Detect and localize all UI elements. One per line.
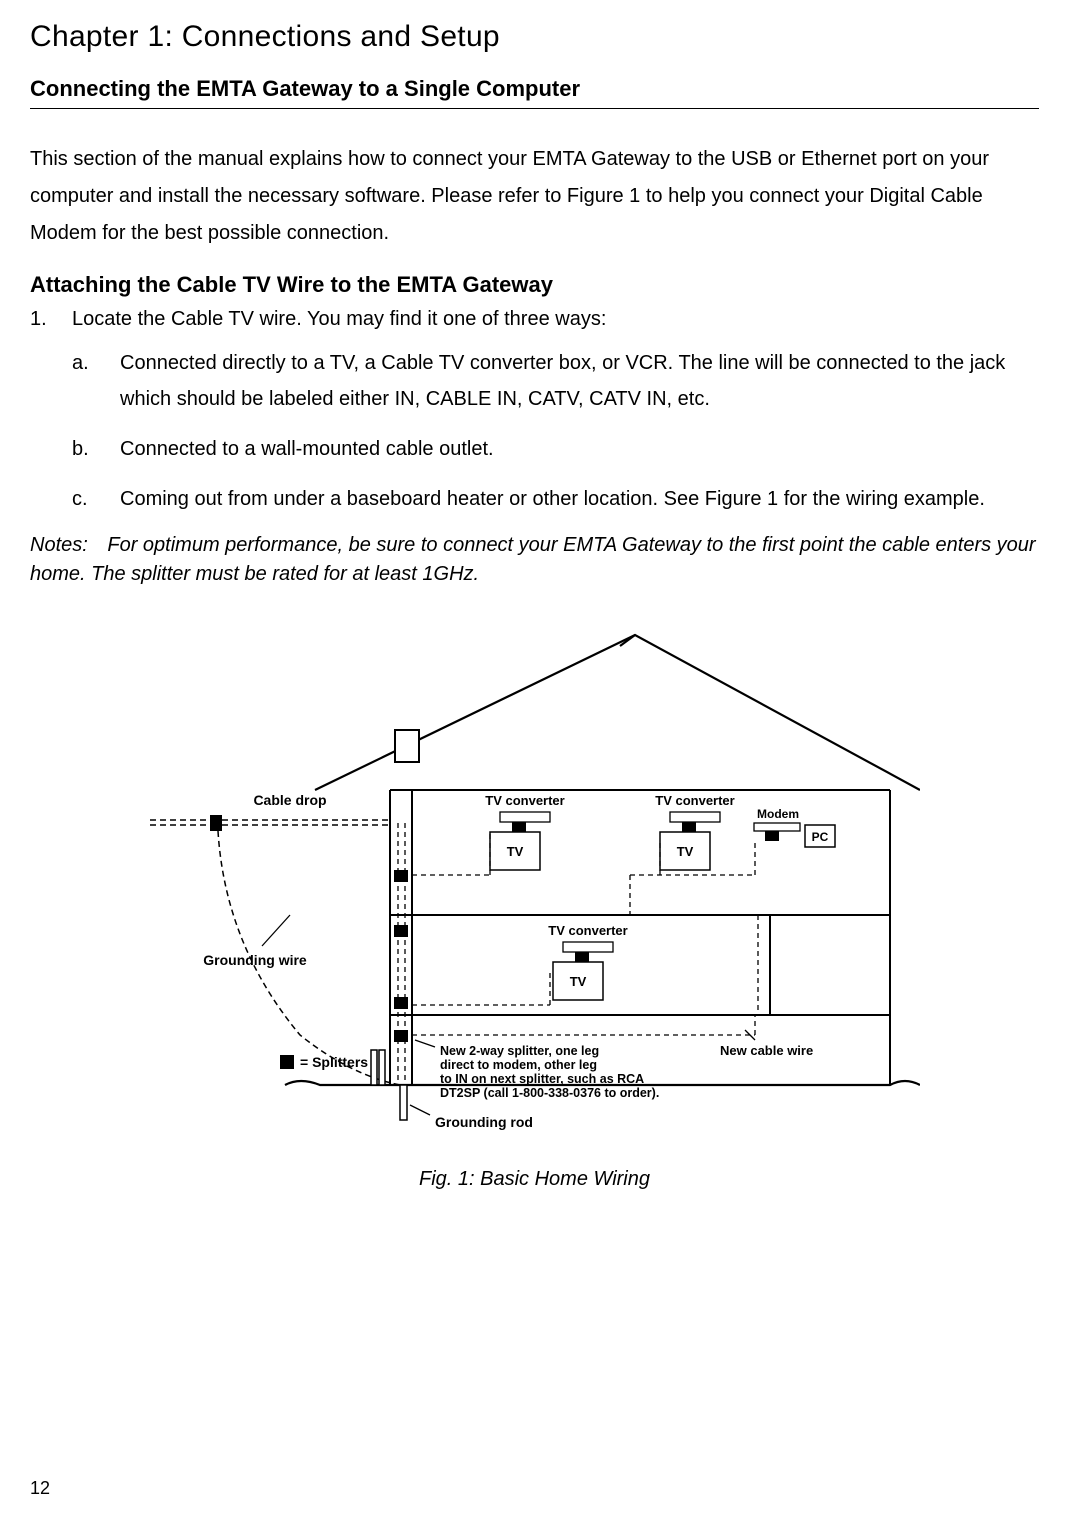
- splitter-note-l2: direct to modem, other leg: [440, 1058, 597, 1072]
- tv-converter-label: TV converter: [655, 793, 734, 808]
- splitter-note-l4: DT2SP (call 1-800-338-0376 to order).: [440, 1086, 659, 1100]
- sub-text: Connected to a wall-mounted cable outlet…: [120, 431, 1039, 467]
- tv-label: TV: [506, 844, 523, 859]
- sub-letter: b.: [72, 431, 120, 467]
- modem-label: Modem: [757, 807, 799, 821]
- tv-converter-label: TV converter: [485, 793, 564, 808]
- tv-converter-label: TV converter: [548, 923, 627, 938]
- subsection-title: Attaching the Cable TV Wire to the EMTA …: [30, 272, 1039, 298]
- chapter-title: Chapter 1: Connections and Setup: [30, 20, 1039, 54]
- sub-text: Coming out from under a baseboard heater…: [120, 481, 1039, 517]
- new-cable-wire-label: New cable wire: [720, 1043, 813, 1058]
- grounding-rod-label: Grounding rod: [435, 1114, 533, 1130]
- figure-caption: Fig. 1: Basic Home Wiring: [30, 1168, 1039, 1191]
- notes-label: Notes:: [30, 534, 88, 556]
- cable-drop-label: Cable drop: [253, 792, 326, 808]
- sub-list-item: c. Coming out from under a baseboard hea…: [72, 481, 1039, 517]
- sub-list: a. Connected directly to a TV, a Cable T…: [72, 345, 1039, 517]
- list-number: 1.: [30, 304, 72, 335]
- page-number: 12: [30, 1478, 50, 1499]
- sub-list-item: a. Connected directly to a TV, a Cable T…: [72, 345, 1039, 417]
- notes-text: For optimum performance, be sure to conn…: [30, 534, 1036, 585]
- sub-letter: c.: [72, 481, 120, 517]
- splitter-note-l1: New 2-way splitter, one leg: [440, 1044, 599, 1058]
- list-item: 1. Locate the Cable TV wire. You may fin…: [30, 304, 1039, 335]
- sub-text: Connected directly to a TV, a Cable TV c…: [120, 345, 1039, 417]
- list-text: Locate the Cable TV wire. You may find i…: [72, 304, 1039, 335]
- sub-list-item: b. Connected to a wall-mounted cable out…: [72, 431, 1039, 467]
- splitter-note-l3: to IN on next splitter, such as RCA: [440, 1072, 644, 1086]
- figure-container: Cable drop Grounding wire = Splitters Gr…: [30, 615, 1039, 1191]
- intro-paragraph: This section of the manual explains how …: [30, 141, 1039, 252]
- wiring-diagram: Cable drop Grounding wire = Splitters Gr…: [150, 615, 920, 1135]
- grounding-wire-label: Grounding wire: [203, 952, 307, 968]
- pc-label: PC: [811, 830, 828, 844]
- sub-letter: a.: [72, 345, 120, 417]
- splitters-legend: = Splitters: [300, 1054, 368, 1070]
- notes-paragraph: Notes: For optimum performance, be sure …: [30, 531, 1039, 589]
- tv-label: TV: [569, 974, 586, 989]
- tv-label: TV: [676, 844, 693, 859]
- section-title: Connecting the EMTA Gateway to a Single …: [30, 76, 1039, 109]
